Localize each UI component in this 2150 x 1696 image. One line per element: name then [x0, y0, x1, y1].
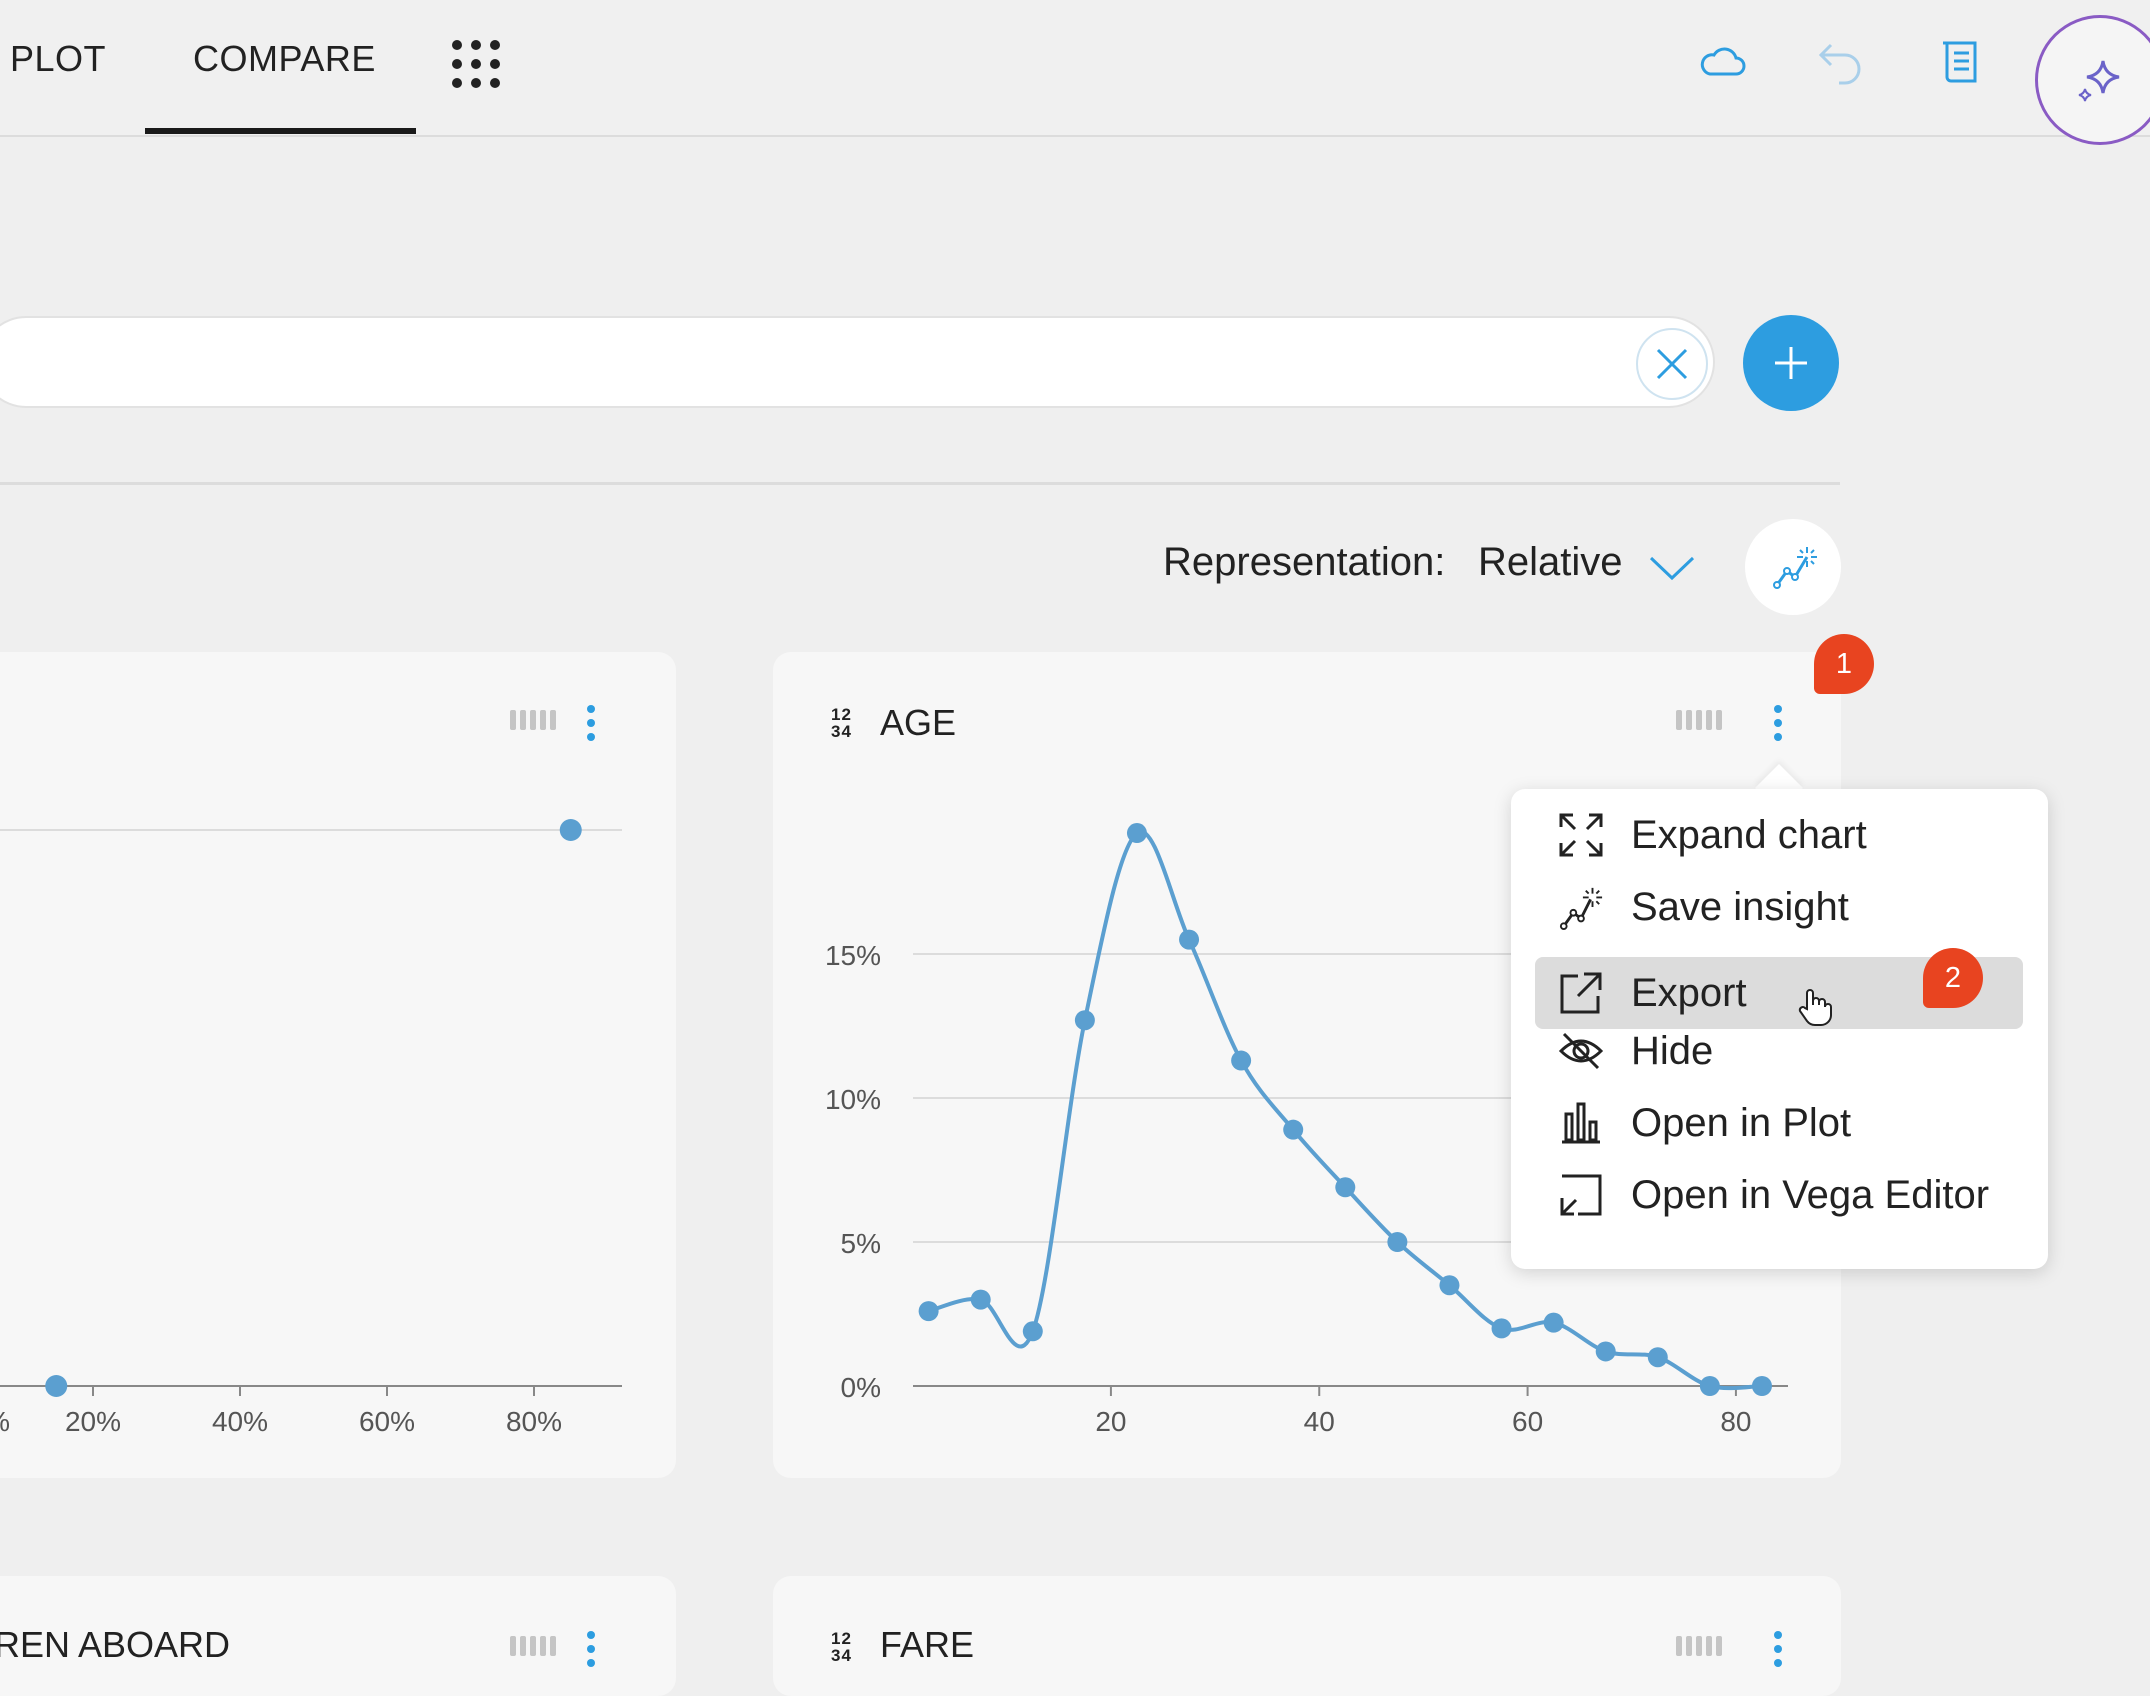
menu-item-label: Save insight — [1631, 884, 1849, 929]
save-insight-button[interactable] — [1745, 519, 1841, 615]
ai-assistant-button[interactable] — [2035, 15, 2150, 145]
data-point — [1074, 1010, 1095, 1031]
y-tick-label: 10% — [825, 1084, 881, 1115]
cloud-icon[interactable] — [1694, 34, 1750, 90]
menu-item-expand-chart[interactable]: Expand chart — [1535, 799, 2023, 871]
drag-handle[interactable] — [510, 1636, 556, 1656]
x-tick-label: 40 — [1304, 1406, 1335, 1437]
menu-item-label: Open in Vega Editor — [1631, 1172, 1990, 1217]
card-menu-button[interactable] — [586, 705, 596, 741]
data-point — [970, 1289, 991, 1310]
data-point — [918, 1301, 939, 1322]
data-point — [1335, 1177, 1356, 1198]
drag-handle[interactable] — [510, 710, 556, 730]
chevron-down-icon[interactable] — [1647, 548, 1697, 588]
card-title: FARE — [880, 1624, 975, 1665]
close-icon — [1656, 348, 1688, 380]
expand-icon — [1555, 809, 1607, 861]
tab-plot[interactable]: PLOT — [10, 38, 107, 79]
chart-card-left: % 20% 40% 60% 80% — [0, 652, 676, 1478]
card-title: REN ABOARD — [0, 1624, 231, 1665]
card-menu-button[interactable] — [586, 1631, 596, 1667]
sparkle-icon — [2078, 60, 2120, 102]
menu-item-label: Export — [1631, 970, 1747, 1015]
data-point — [45, 1375, 68, 1397]
x-tick-label: 40% — [212, 1406, 268, 1437]
menu-item-save-insight[interactable]: Save insight — [1535, 871, 2023, 943]
card-menu-button[interactable] — [1773, 1631, 1783, 1667]
representation-label: Representation: — [1163, 540, 1446, 584]
x-tick-label: 60% — [359, 1406, 415, 1437]
data-point — [1647, 1347, 1668, 1368]
data-point — [1231, 1050, 1252, 1071]
data-point — [1751, 1376, 1772, 1396]
step-badge: 2 — [1923, 948, 1983, 1008]
drag-handle[interactable] — [1676, 710, 1722, 730]
menu-item-open-in-plot[interactable]: Open in Plot — [1535, 1087, 2023, 1159]
chart-card-bottom-left: REN ABOARD — [0, 1576, 676, 1696]
data-point — [1126, 823, 1147, 844]
data-point — [1283, 1119, 1304, 1140]
data-point — [1439, 1275, 1460, 1296]
x-tick-label: 20 — [1095, 1406, 1126, 1437]
data-point — [1595, 1341, 1616, 1362]
insight-icon — [1773, 547, 1817, 589]
representation-select[interactable]: Relative — [1478, 540, 1623, 584]
y-tick-label: 15% — [825, 940, 881, 971]
card-context-menu: Expand chart Save insight Export Hide Op… — [1511, 789, 2048, 1269]
filter-input[interactable] — [0, 316, 1715, 408]
card-menu-button[interactable] — [1773, 705, 1783, 741]
drag-handle[interactable] — [1676, 1636, 1722, 1656]
undo-icon[interactable] — [1814, 34, 1870, 90]
open-external-icon — [1555, 1169, 1607, 1221]
bar-chart-icon — [1555, 1097, 1607, 1149]
x-tick-label: % — [0, 1406, 10, 1437]
menu-item-open-in-vega-editor[interactable]: Open in Vega Editor — [1535, 1159, 2023, 1231]
apps-grid-icon[interactable] — [452, 40, 500, 88]
active-tab-indicator — [145, 128, 416, 134]
chart-card-fare: 12 34 FARE — [773, 1576, 1841, 1696]
hand-cursor-icon — [1798, 989, 1832, 1026]
data-point — [1543, 1312, 1564, 1333]
left-chart: % 20% 40% 60% 80% — [0, 819, 622, 1437]
x-tick-label: 60 — [1512, 1406, 1543, 1437]
step-badge: 1 — [1814, 634, 1874, 694]
export-icon — [1555, 967, 1607, 1019]
menu-item-hide[interactable]: Hide — [1535, 1015, 2023, 1087]
clear-filter-button[interactable] — [1636, 328, 1708, 400]
data-point — [559, 819, 582, 841]
numeric-type-icon: 12 34 — [831, 705, 852, 741]
data-point — [1699, 1376, 1720, 1396]
y-tick-label: 0% — [841, 1372, 881, 1403]
data-point — [1491, 1318, 1512, 1339]
data-point — [1179, 929, 1200, 950]
section-divider — [0, 482, 1840, 485]
data-point — [1022, 1321, 1043, 1342]
age-series-line — [928, 829, 1763, 1391]
menu-item-label: Open in Plot — [1631, 1100, 1852, 1145]
menu-item-label: Expand chart — [1631, 812, 1867, 857]
y-tick-label: 5% — [841, 1228, 881, 1259]
menu-item-label: Hide — [1631, 1028, 1714, 1073]
data-point — [1387, 1232, 1408, 1252]
card-title: AGE — [880, 702, 957, 743]
notes-icon[interactable] — [1934, 34, 1990, 90]
x-tick-label: 20% — [65, 1406, 121, 1437]
tab-compare[interactable]: COMPARE — [193, 38, 376, 79]
add-button[interactable] — [1743, 315, 1839, 411]
x-tick-label: 80% — [506, 1406, 562, 1437]
plus-icon — [1775, 347, 1807, 379]
insight-icon — [1555, 881, 1607, 933]
x-tick-label: 80 — [1720, 1406, 1751, 1437]
eye-off-icon — [1555, 1025, 1607, 1077]
top-bar: PLOT COMPARE — [0, 0, 2150, 145]
